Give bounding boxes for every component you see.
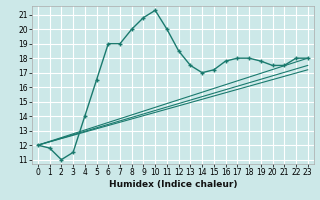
- X-axis label: Humidex (Indice chaleur): Humidex (Indice chaleur): [108, 180, 237, 189]
